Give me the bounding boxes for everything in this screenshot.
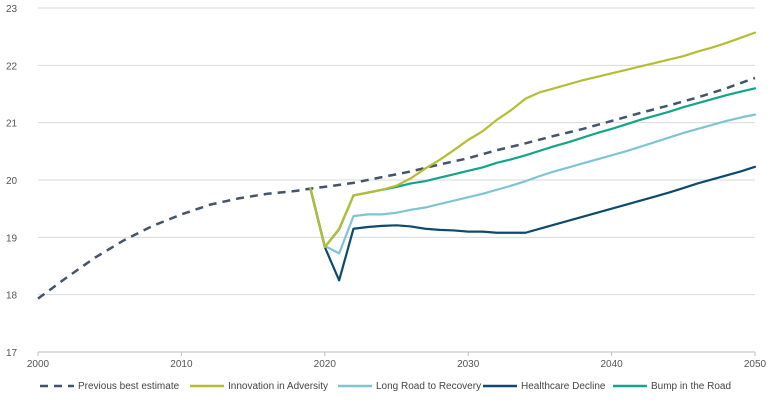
y-tick-label: 19 bbox=[6, 233, 18, 244]
x-tick-label: 2010 bbox=[170, 359, 193, 370]
y-tick-label: 22 bbox=[6, 61, 18, 72]
x-tick-label: 2040 bbox=[600, 359, 623, 370]
legend-label: Long Road to Recovery bbox=[376, 381, 481, 392]
series-line-healthcare-decline bbox=[309, 165, 757, 282]
series-line-previous-best-estimate bbox=[37, 76, 756, 300]
gridlines bbox=[38, 7, 755, 296]
legend-label: Innovation in Adversity bbox=[228, 381, 328, 392]
x-tick-label: 2020 bbox=[314, 359, 337, 370]
series-line-innovation-in-adversity bbox=[309, 31, 757, 249]
x-axis bbox=[37, 351, 756, 356]
legend-item: Healthcare Decline bbox=[483, 381, 606, 392]
legend-label: Bump in the Road bbox=[651, 381, 731, 392]
legend-item: Long Road to Recovery bbox=[338, 381, 481, 392]
series-line-bump-in-the-road bbox=[309, 87, 757, 249]
y-tick-label: 17 bbox=[6, 348, 18, 359]
x-tick-label: 2050 bbox=[744, 359, 767, 370]
legend: Previous best estimate Innovation in Adve… bbox=[40, 381, 731, 392]
legend-item: Innovation in Adversity bbox=[190, 381, 328, 392]
series-line-long-road-to-recovery bbox=[309, 113, 757, 255]
y-tick-label: 18 bbox=[6, 291, 18, 302]
legend-label: Healthcare Decline bbox=[521, 381, 606, 392]
x-tick-label: 2000 bbox=[27, 359, 50, 370]
legend-label: Previous best estimate bbox=[78, 381, 180, 392]
series-lines bbox=[37, 31, 757, 300]
legend-item: Previous best estimate bbox=[40, 381, 180, 392]
x-axis-tick-labels: 2000 2010 2020 2030 2040 2050 bbox=[27, 359, 767, 370]
y-axis-tick-labels: 17 18 19 20 21 22 23 bbox=[6, 4, 18, 359]
y-tick-label: 20 bbox=[6, 176, 18, 187]
y-tick-label: 21 bbox=[6, 119, 18, 130]
x-tick-label: 2030 bbox=[457, 359, 480, 370]
y-tick-label: 23 bbox=[6, 4, 18, 15]
legend-item: Bump in the Road bbox=[613, 381, 731, 392]
